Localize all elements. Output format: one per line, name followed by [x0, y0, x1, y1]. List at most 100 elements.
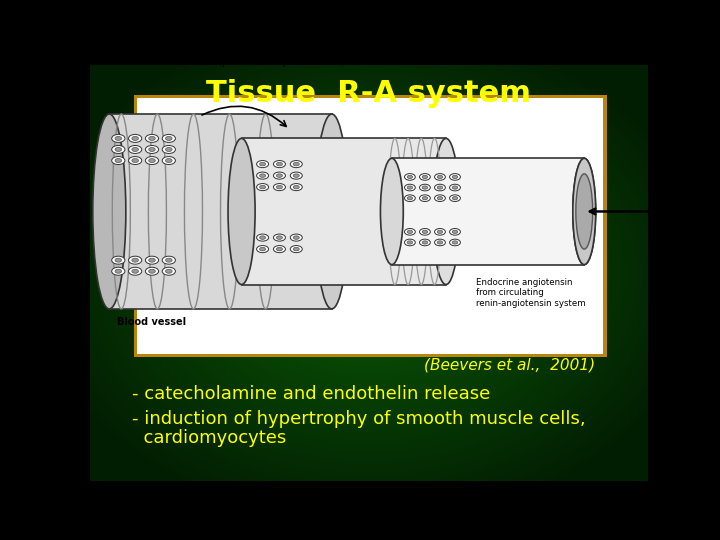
- Ellipse shape: [162, 267, 176, 275]
- Ellipse shape: [256, 246, 269, 253]
- Ellipse shape: [576, 174, 593, 249]
- Ellipse shape: [228, 138, 255, 285]
- Ellipse shape: [148, 269, 156, 273]
- Ellipse shape: [420, 195, 431, 201]
- Text: (Beevers et al.,  2001): (Beevers et al., 2001): [424, 357, 595, 372]
- Ellipse shape: [148, 258, 156, 262]
- Ellipse shape: [420, 184, 431, 191]
- Ellipse shape: [408, 241, 413, 244]
- Ellipse shape: [145, 134, 158, 143]
- Ellipse shape: [256, 172, 269, 179]
- Ellipse shape: [112, 134, 125, 143]
- Ellipse shape: [274, 172, 285, 179]
- Bar: [392, 158, 584, 265]
- Ellipse shape: [115, 269, 122, 273]
- Ellipse shape: [145, 256, 158, 264]
- Ellipse shape: [132, 269, 138, 273]
- Ellipse shape: [435, 239, 446, 246]
- Ellipse shape: [162, 145, 176, 153]
- Text: - catecholamine and endothelin release: - catecholamine and endothelin release: [132, 385, 490, 403]
- Ellipse shape: [256, 160, 269, 167]
- Bar: [109, 114, 332, 309]
- Ellipse shape: [274, 234, 285, 241]
- Ellipse shape: [435, 173, 446, 180]
- Ellipse shape: [274, 160, 285, 167]
- Ellipse shape: [449, 184, 460, 191]
- Ellipse shape: [166, 269, 172, 273]
- Ellipse shape: [408, 186, 413, 189]
- Ellipse shape: [112, 267, 125, 275]
- Ellipse shape: [115, 147, 122, 151]
- Ellipse shape: [132, 159, 138, 163]
- Ellipse shape: [452, 230, 458, 233]
- Bar: [138, 98, 603, 354]
- Ellipse shape: [132, 137, 138, 140]
- Ellipse shape: [420, 228, 431, 235]
- Ellipse shape: [449, 173, 460, 180]
- Ellipse shape: [256, 184, 269, 191]
- Ellipse shape: [452, 197, 458, 200]
- Ellipse shape: [290, 184, 302, 191]
- Ellipse shape: [293, 163, 300, 166]
- Ellipse shape: [162, 157, 176, 165]
- Ellipse shape: [162, 256, 176, 264]
- Ellipse shape: [260, 236, 266, 239]
- Ellipse shape: [435, 184, 446, 191]
- Ellipse shape: [129, 256, 142, 264]
- Ellipse shape: [405, 228, 415, 235]
- Ellipse shape: [422, 241, 428, 244]
- Ellipse shape: [437, 241, 443, 244]
- Ellipse shape: [148, 159, 156, 163]
- Ellipse shape: [145, 267, 158, 275]
- Ellipse shape: [274, 184, 285, 191]
- Ellipse shape: [290, 172, 302, 179]
- Ellipse shape: [405, 195, 415, 201]
- Ellipse shape: [112, 256, 125, 264]
- Ellipse shape: [437, 186, 443, 189]
- Ellipse shape: [166, 159, 172, 163]
- Ellipse shape: [112, 157, 125, 165]
- Bar: [242, 138, 446, 285]
- Ellipse shape: [145, 157, 158, 165]
- Ellipse shape: [260, 247, 266, 251]
- Ellipse shape: [166, 258, 172, 262]
- Ellipse shape: [435, 195, 446, 201]
- Ellipse shape: [437, 176, 443, 179]
- Ellipse shape: [422, 176, 428, 179]
- Ellipse shape: [162, 134, 176, 143]
- Ellipse shape: [256, 234, 269, 241]
- Ellipse shape: [145, 145, 158, 153]
- Ellipse shape: [452, 176, 458, 179]
- Ellipse shape: [293, 185, 300, 189]
- Ellipse shape: [449, 239, 460, 246]
- Ellipse shape: [129, 134, 142, 143]
- Ellipse shape: [408, 197, 413, 200]
- Ellipse shape: [115, 159, 122, 163]
- Text: Local endothelial angiotensin affects local smooth
muscle cells (paracrine or ep: Local endothelial angiotensin affects lo…: [145, 48, 362, 67]
- Ellipse shape: [115, 258, 122, 262]
- Ellipse shape: [408, 230, 413, 233]
- Ellipse shape: [293, 174, 300, 177]
- Ellipse shape: [260, 163, 266, 166]
- Ellipse shape: [148, 137, 156, 140]
- Ellipse shape: [290, 234, 302, 241]
- Ellipse shape: [129, 157, 142, 165]
- Ellipse shape: [293, 236, 300, 239]
- Ellipse shape: [166, 147, 172, 151]
- Ellipse shape: [422, 197, 428, 200]
- Ellipse shape: [420, 173, 431, 180]
- Ellipse shape: [260, 185, 266, 189]
- Ellipse shape: [148, 147, 156, 151]
- Ellipse shape: [422, 186, 428, 189]
- Ellipse shape: [274, 246, 285, 253]
- Ellipse shape: [129, 145, 142, 153]
- Text: Tissue  R-A system: Tissue R-A system: [207, 79, 531, 109]
- Ellipse shape: [405, 239, 415, 246]
- Ellipse shape: [93, 114, 126, 309]
- Ellipse shape: [437, 197, 443, 200]
- Ellipse shape: [290, 246, 302, 253]
- Ellipse shape: [260, 174, 266, 177]
- Ellipse shape: [290, 160, 302, 167]
- Bar: [133, 95, 607, 357]
- Ellipse shape: [405, 184, 415, 191]
